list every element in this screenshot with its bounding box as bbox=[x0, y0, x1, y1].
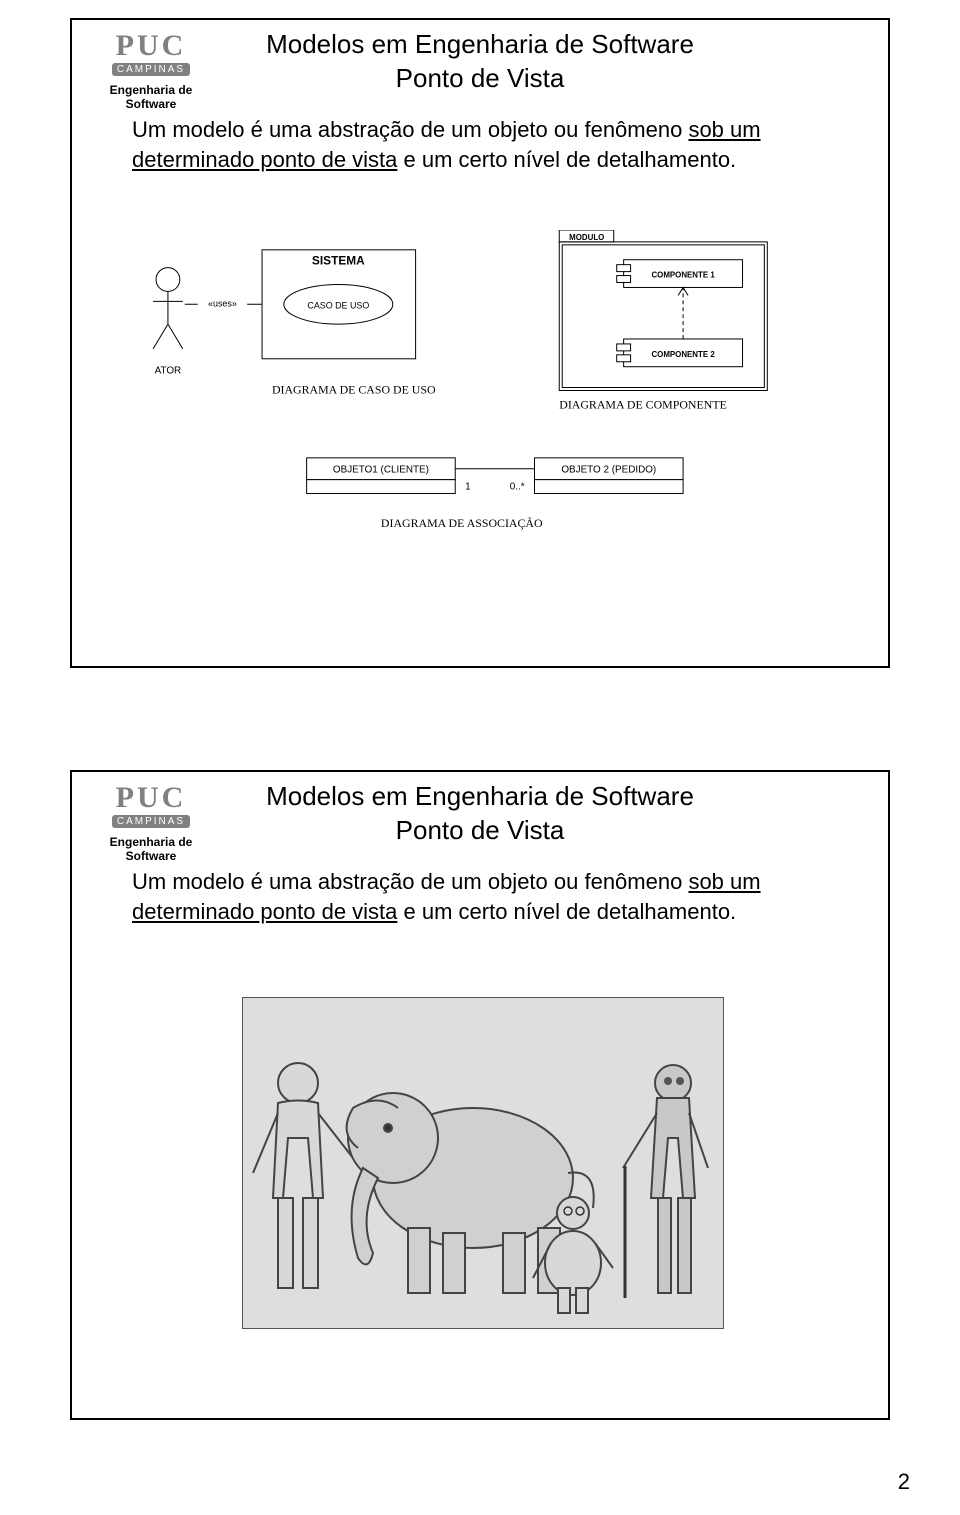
slide-2: PUC CAMPINAS Engenharia de Software Mode… bbox=[70, 770, 890, 1420]
slide-1-body: Um modelo é uma abstração de um objeto o… bbox=[132, 115, 833, 174]
slide-1-title-line2: Ponto de Vista bbox=[72, 62, 888, 96]
slide-1-header: Modelos em Engenharia de Software Ponto … bbox=[72, 28, 888, 96]
obj2-label: OBJETO 2 (PEDIDO) bbox=[561, 465, 656, 476]
mult2-label: 0..* bbox=[510, 482, 525, 493]
logo-sub2-line2: Software bbox=[126, 849, 177, 863]
page: PUC CAMPINAS Engenharia de Software Mode… bbox=[0, 0, 960, 1515]
logo-sub-line2: Software bbox=[126, 97, 177, 111]
body2-plain-1: Um modelo é uma abstração de um objeto o… bbox=[132, 869, 688, 894]
assoc-caption: DIAGRAMA DE ASSOCIAÇÃO bbox=[381, 516, 543, 530]
slide-2-body: Um modelo é uma abstração de um objeto o… bbox=[132, 867, 833, 926]
usecase-caption: DIAGRAMA DE CASO DE USO bbox=[272, 382, 436, 396]
case-label: CASO DE USO bbox=[307, 300, 369, 310]
slide-2-title-line1: Modelos em Engenharia de Software bbox=[72, 780, 888, 814]
slide-2-title-line2: Ponto de Vista bbox=[72, 814, 888, 848]
uses-label: «uses» bbox=[208, 298, 237, 308]
usecase-diagram: ATOR «uses» SISTEMA CASO DE USO DIAGRAMA… bbox=[153, 250, 436, 397]
module-label: MODULO bbox=[569, 233, 604, 242]
obj1-label: OBJETO1 (CLIENTE) bbox=[333, 465, 429, 476]
comp1-label: COMPONENTE 1 bbox=[651, 271, 715, 280]
illustration-svg bbox=[243, 998, 723, 1328]
comp2-label: COMPONENTE 2 bbox=[651, 350, 715, 359]
system-label: SISTEMA bbox=[312, 254, 365, 268]
mult1-label: 1 bbox=[465, 482, 471, 493]
component-caption: DIAGRAMA DE COMPONENTE bbox=[559, 397, 727, 411]
association-diagram: OBJETO1 (CLIENTE) 1 0..* OBJETO 2 (PEDID… bbox=[307, 458, 683, 530]
body-plain-2: e um certo nível de detalhamento. bbox=[397, 147, 736, 172]
body-plain-1: Um modelo é uma abstração de um objeto o… bbox=[132, 117, 688, 142]
elephant-illustration bbox=[242, 997, 724, 1329]
component-diagram: MODULO COMPONENTE 1 COMPONENTE 2 DIAGRAM… bbox=[559, 230, 767, 411]
actor-label: ATOR bbox=[155, 366, 182, 377]
slide-2-header: Modelos em Engenharia de Software Ponto … bbox=[72, 780, 888, 848]
page-number: 2 bbox=[898, 1469, 910, 1495]
slide-1: PUC CAMPINAS Engenharia de Software Mode… bbox=[70, 18, 890, 668]
slide-1-title-line1: Modelos em Engenharia de Software bbox=[72, 28, 888, 62]
diagram-area: ATOR «uses» SISTEMA CASO DE USO DIAGRAMA… bbox=[72, 230, 888, 656]
diagrams-svg: ATOR «uses» SISTEMA CASO DE USO DIAGRAMA… bbox=[72, 230, 888, 656]
body2-plain-2: e um certo nível de detalhamento. bbox=[397, 899, 736, 924]
